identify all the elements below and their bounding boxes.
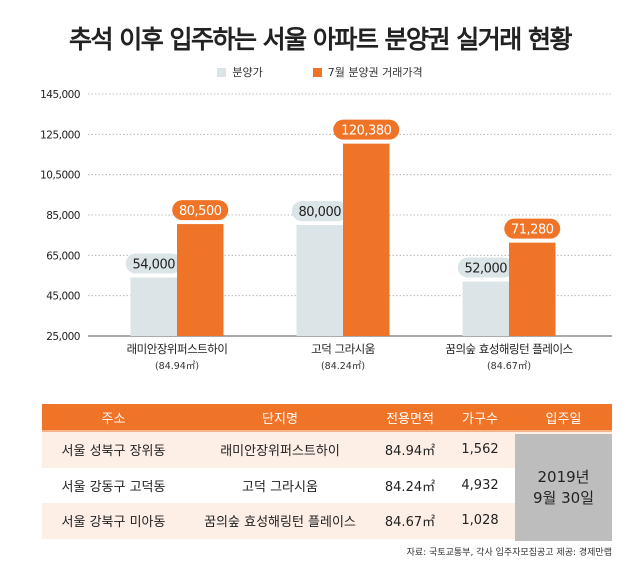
category-label: 꿈의숲 효성해링턴 플레이스 xyxy=(445,342,572,356)
households-cell: 1,562 xyxy=(461,442,499,458)
header-cell: 가구수 xyxy=(462,411,498,427)
move-in-day: 9월 30일 xyxy=(533,488,594,507)
complex-cell: 래미안장위퍼스트하이 xyxy=(220,444,340,460)
bar-presale xyxy=(130,277,177,336)
data-label: 54,000 xyxy=(133,258,176,273)
y-tick-label: 45,000 xyxy=(46,291,80,303)
source-note: 자료: 국토교통부, 각사 입주자모집공고 제공: 경제만랩 xyxy=(406,548,612,558)
bar-trade xyxy=(509,242,556,336)
info-table: 주소 단지명 전용면적 가구수 입주일 서울 성북구 장위동 래미안장위퍼스트하… xyxy=(42,404,612,541)
table-header: 주소 단지명 전용면적 가구수 입주일 xyxy=(42,404,612,432)
legend-label: 7월 분양권 거래가격 xyxy=(327,66,423,79)
legend-item-presale: 분양가 xyxy=(217,64,263,80)
data-label: 80,000 xyxy=(299,205,342,220)
households-cell: 4,932 xyxy=(461,477,499,493)
data-label-pill xyxy=(291,201,348,222)
data-label-pill xyxy=(504,218,561,239)
category-label: 고덕 그라시움 xyxy=(311,342,375,356)
y-tick-label: 125,000 xyxy=(40,129,80,141)
data-label: 80,500 xyxy=(179,204,222,219)
table-row: 서울 강동구 고덕동 고덕 그라시움 84.24㎡ 4,932 xyxy=(42,468,612,504)
area-cell: 84.67㎡ xyxy=(384,515,436,531)
category-area-label: (84.24㎡) xyxy=(321,361,365,372)
category-area-label: (84.94㎡) xyxy=(155,361,199,372)
complex-cell: 고덕 그라시움 xyxy=(242,479,318,495)
bar-trade xyxy=(343,143,390,336)
data-label-pill xyxy=(457,257,514,278)
legend-swatch xyxy=(312,68,322,77)
legend-label: 분양가 xyxy=(232,66,263,79)
bar-trade xyxy=(177,224,224,336)
households-cell: 1,028 xyxy=(461,513,499,529)
y-tick-label: 145,000 xyxy=(40,89,80,101)
bar-presale xyxy=(296,225,343,336)
data-label-pill xyxy=(172,200,229,221)
y-tick-label: 10,5000 xyxy=(40,170,80,182)
header-cell: 입주일 xyxy=(545,411,582,427)
area-cell: 84.24㎡ xyxy=(384,479,436,495)
category-label: 래미안장위퍼스트하이 xyxy=(127,342,228,356)
data-label-pill xyxy=(333,119,400,140)
header-cell: 전용면적 xyxy=(386,411,434,427)
data-label: 71,280 xyxy=(511,223,554,238)
address-cell: 서울 성북구 장위동 xyxy=(61,444,166,460)
data-label-pill xyxy=(125,253,182,274)
header-cell: 주소 xyxy=(101,411,126,427)
legend-swatch xyxy=(217,68,227,77)
y-tick-label: 65,000 xyxy=(46,250,80,262)
bar-chart: 25,000 45,000 65,000 85,000 10,5000 125,000 14… xyxy=(40,89,612,372)
page-title: 추석 이후 입주하는 서울 아파트 분양권 실거래 현황 xyxy=(69,25,572,54)
y-tick-label: 25,000 xyxy=(46,331,80,343)
move-in-date-cell: 2019년 9월 30일 xyxy=(515,434,612,541)
move-in-year: 2019년 xyxy=(537,467,590,486)
header-cell: 단지명 xyxy=(262,411,298,427)
legend-item-trade: 7월 분양권 거래가격 xyxy=(312,64,423,80)
data-label: 120,380 xyxy=(341,124,391,139)
area-cell: 84.94㎡ xyxy=(384,444,436,460)
address-cell: 서울 강북구 미아동 xyxy=(61,515,166,531)
complex-cell: 꿈의숲 효성해링턴 플레이스 xyxy=(204,515,356,531)
address-cell: 서울 강동구 고덕동 xyxy=(61,479,166,495)
y-tick-label: 85,000 xyxy=(46,210,80,222)
category-area-label: (84.67㎡) xyxy=(487,361,531,372)
data-label: 52,000 xyxy=(465,262,508,277)
chart-legend: 분양가 7월 분양권 거래가격 xyxy=(0,64,640,80)
bar-presale xyxy=(462,281,509,336)
